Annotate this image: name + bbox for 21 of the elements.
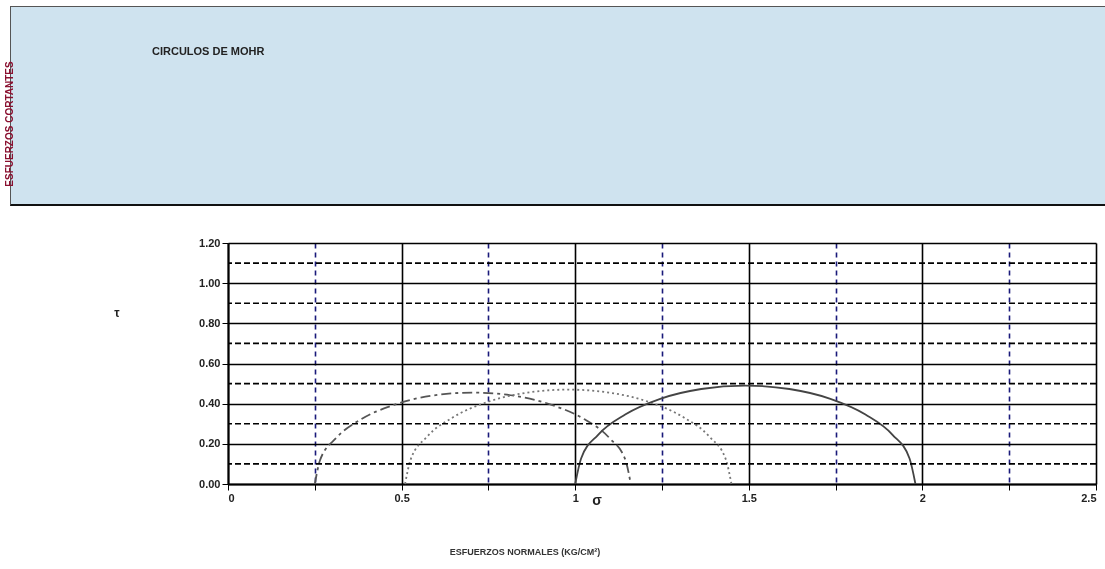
y-tick-label: 0.60 [199,357,221,369]
line-series [404,388,733,485]
x-tick-label: 0 [228,491,235,504]
text: ESFUERZOS NORMALES (KG/CM²) [449,547,601,557]
y-tick-label: 0.20 [199,437,221,450]
x-tick-label: 1.5 [741,491,757,504]
y-tick-label: 0.80 [199,316,221,329]
chart-title: CIRCULOS DE MOHR [152,45,265,58]
y-tick-label: 1.00 [199,276,221,289]
line-series [574,384,917,485]
y-tick-label: 0.00 [199,477,221,490]
x-tick-label: 2.5 [1081,491,1097,504]
line-series [313,391,632,485]
x-tick-label: 0.5 [394,491,410,504]
text: ESFUERZOS CORTANTES [4,60,15,187]
x-tick-label: 2 [919,491,926,504]
y-tick-label: 1.20 [199,236,221,249]
text: σ [592,492,603,508]
y-tick-label: 0.40 [199,397,221,410]
x-tick-label: 1 [572,491,579,504]
text: τ [114,306,121,320]
